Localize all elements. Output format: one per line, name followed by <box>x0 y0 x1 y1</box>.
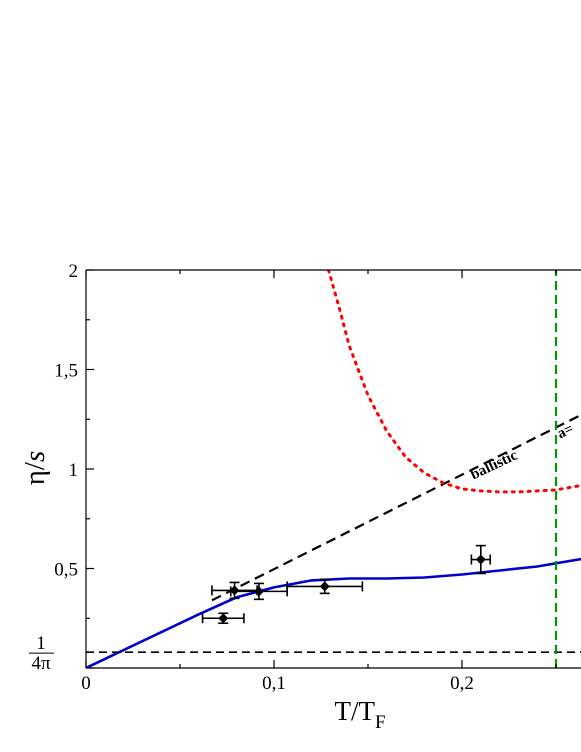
x-tick-label-0: 0 <box>81 673 91 694</box>
annotation-0: ballistic <box>468 447 520 483</box>
data-points-layer <box>201 544 492 625</box>
series-line-2 <box>327 270 581 494</box>
y-tick-label-1: 1 <box>69 460 79 481</box>
diamond-marker <box>218 613 229 624</box>
x-axis-title: T/TF <box>334 696 385 733</box>
diamond-marker <box>475 554 486 565</box>
annotation-1: a= <box>555 421 576 442</box>
y-axis-title: η/s <box>19 451 51 486</box>
data-point-2 <box>229 582 288 601</box>
diamond-marker <box>229 585 240 596</box>
y-tick-label-3: 2 <box>69 261 79 282</box>
diamond-marker <box>319 581 330 592</box>
axes <box>85 269 581 669</box>
x-tick-label-2: 0,2 <box>450 673 474 694</box>
series-layer <box>86 270 581 668</box>
y-special-tick-numerator: 1 <box>36 633 46 654</box>
y-tick-label-0: 0,5 <box>54 560 78 581</box>
data-point-0 <box>201 612 245 625</box>
data-point-4 <box>470 544 492 575</box>
y-tick-label-2: 1,5 <box>54 361 78 382</box>
data-point-3 <box>286 578 364 595</box>
x-tick-label-1: 0,1 <box>262 673 286 694</box>
y-special-tick-denominator: 4π <box>31 653 51 674</box>
series-line-0 <box>86 557 581 668</box>
diamond-marker <box>253 586 264 597</box>
series-line-1 <box>211 413 581 602</box>
